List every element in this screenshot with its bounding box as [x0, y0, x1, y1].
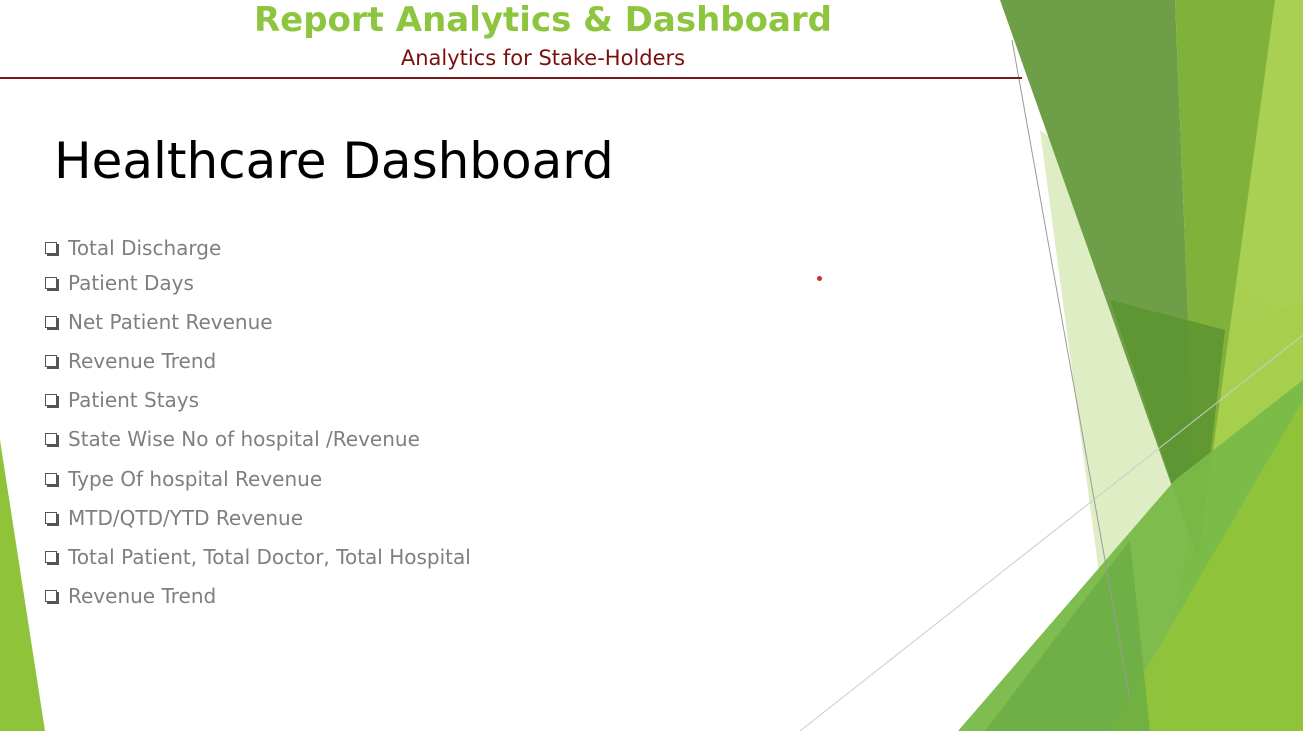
checkbox-square-icon [45, 551, 57, 563]
header-title: Report Analytics & Dashboard [253, 0, 833, 40]
thin-line-diagonal [1011, 39, 1131, 701]
list-item: MTD/QTD/YTD Revenue [45, 503, 303, 533]
list-item-label: Patient Stays [68, 388, 200, 412]
checkbox-square-icon [45, 316, 57, 328]
checkbox-square-icon [45, 394, 57, 406]
list-item-label: Patient Days [68, 271, 194, 295]
list-item: Patient Days [45, 268, 194, 298]
facet-dark-main [1000, 0, 1198, 560]
facet-bottom-left [985, 540, 1150, 731]
checkbox-square-icon [45, 512, 57, 524]
list-item-label: MTD/QTD/YTD Revenue [68, 506, 303, 530]
list-item-label: Revenue Trend [68, 349, 217, 373]
checkbox-square-icon [45, 433, 57, 445]
checkbox-square-icon [45, 242, 57, 254]
page-title: Healthcare Dashboard [54, 132, 614, 190]
list-item-label: Type Of hospital Revenue [68, 467, 323, 491]
list-item-label: Net Patient Revenue [68, 310, 273, 334]
list-item: Revenue Trend [45, 346, 216, 376]
list-item: Revenue Trend [45, 581, 216, 611]
facet-left-bottom [0, 440, 45, 731]
list-item-label: Total Patient, Total Doctor, Total Hospi… [68, 545, 471, 569]
checkbox-square-icon [45, 590, 57, 602]
thin-line-lower [799, 334, 1303, 731]
list-item: Type Of hospital Revenue [45, 464, 322, 494]
list-item: Net Patient Revenue [45, 307, 273, 337]
list-item-label: State Wise No of hospital /Revenue [68, 427, 420, 451]
list-item: Total Discharge [45, 233, 221, 263]
header-subtitle: Analytics for Stake-Holders [400, 46, 686, 70]
list-item: Patient Stays [45, 385, 199, 415]
facet-bottom-bright [1110, 400, 1303, 731]
list-item: Total Patient, Total Doctor, Total Hospi… [45, 542, 471, 572]
checkbox-square-icon [45, 473, 57, 485]
list-item-label: Revenue Trend [68, 584, 217, 608]
list-item: State Wise No of hospital /Revenue [45, 424, 420, 454]
checkbox-square-icon [45, 355, 57, 367]
list-item-label: Total Discharge [68, 236, 222, 260]
header-divider [0, 77, 1022, 79]
red-dot-marker [817, 276, 822, 281]
checkbox-square-icon [45, 277, 57, 289]
